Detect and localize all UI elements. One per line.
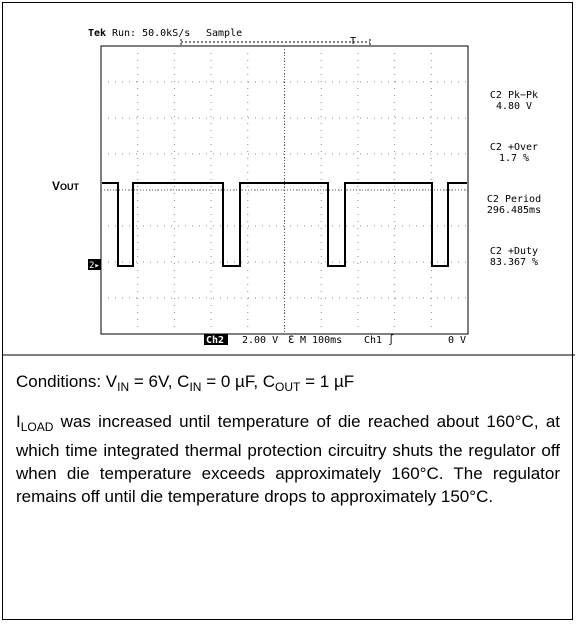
text-run: was increased until temperature of die r… [16, 412, 560, 506]
signal-label: VOUT [52, 179, 80, 193]
subscript: IN [117, 380, 129, 394]
graticule [101, 46, 468, 334]
footer-level: 0 V [448, 335, 466, 346]
signal-sub: OUT [60, 182, 80, 192]
text-run: Conditions: V [16, 372, 117, 391]
record-bracket [181, 39, 370, 46]
footer-timebase: M 100ms [300, 335, 342, 346]
subscript: LOAD [21, 420, 54, 434]
measurement-value: 296.485ms [487, 205, 541, 216]
text-run: = 6V, C [129, 372, 189, 391]
run-status: Run: 50.0kS/s [112, 28, 190, 39]
measurement-name: C2 +Over [490, 142, 538, 153]
footer-channel: Ch2 [206, 335, 224, 346]
description: ILOAD was increased until temperature of… [16, 410, 560, 508]
text-run: = 0 µF, C [201, 372, 275, 391]
measurement-name: C2 Pk−Pk [490, 90, 538, 101]
measurement-name: C2 Period [487, 194, 541, 205]
brand: Tek [88, 28, 106, 39]
subscript: IN [189, 380, 201, 394]
footer-trigger: Ch1 ∫ [364, 334, 394, 346]
measurement-value: 83.367 % [490, 257, 538, 268]
measurement-name: C2 +Duty [490, 246, 538, 257]
signal-main: V [52, 179, 60, 193]
oscilloscope: Tek Run: 50.0kS/s Sample T VOUT 2▸ C2 Pk… [0, 0, 577, 360]
page: Tek Run: 50.0kS/s Sample T VOUT 2▸ C2 Pk… [0, 0, 577, 624]
subscript: OUT [275, 380, 300, 394]
text-run: = 1 µF [300, 372, 354, 391]
footer-bw: ℇ [288, 335, 294, 346]
measurement-value: 4.80 V [496, 101, 532, 112]
conditions: Conditions: VIN = 6V, CIN = 0 µF, COUT =… [16, 372, 560, 394]
footer-scale: 2.00 V [242, 335, 278, 346]
trigger-marker: T [350, 36, 356, 47]
measurement-value: 1.7 % [499, 153, 529, 164]
acq-mode: Sample [206, 28, 242, 39]
channel-marker: 2▸ [89, 261, 100, 271]
